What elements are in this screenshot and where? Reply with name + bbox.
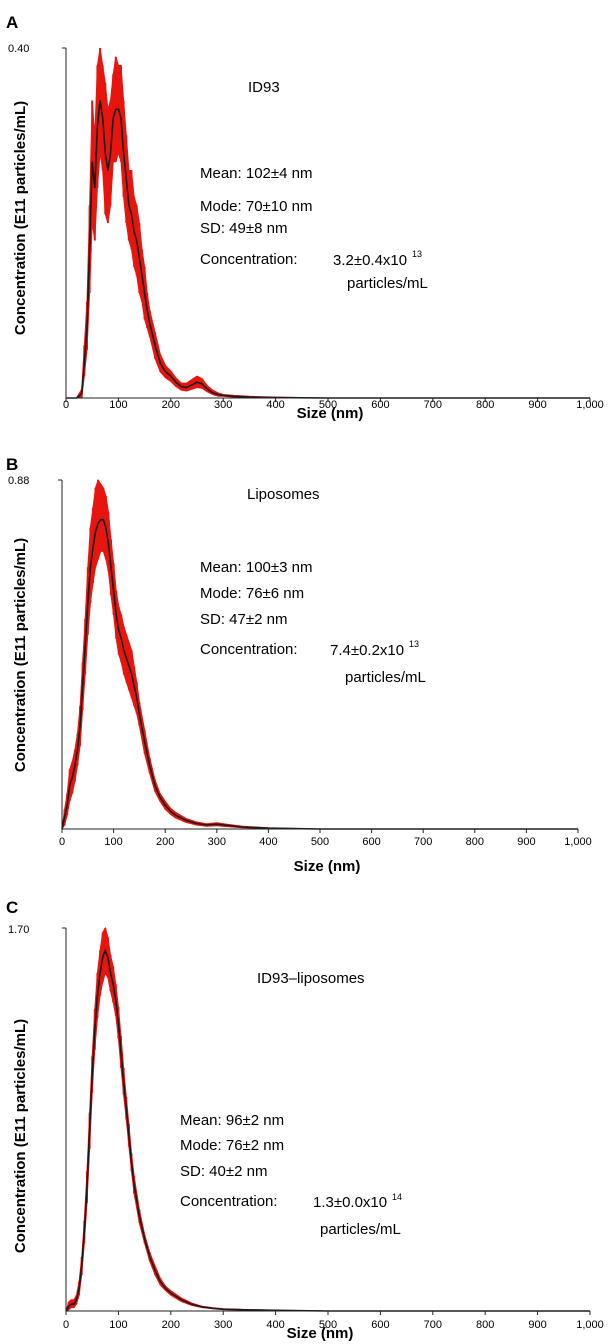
panel-c-mode: Mode: 76±2 nm xyxy=(180,1137,284,1154)
panel-a-concentration-label: Concentration: xyxy=(200,251,298,268)
panel-b-y-axis-label: Concentration (E11 particles/mL) xyxy=(12,538,29,772)
panel-c-y-axis-label: Concentration (E11 particles/mL) xyxy=(12,1019,29,1253)
panel-a-x-tick-labels: 0 100 200 300 400 500 600 700 800 900 1,000 xyxy=(63,399,604,411)
panel-c-concentration-value: 1.3±0.0x10 xyxy=(313,1194,387,1211)
panel-b-x-tick-labels: 0 100 200 300 400 500 600 700 800 900 1,000 xyxy=(59,836,592,848)
panel-b-x-tick-label: 600 xyxy=(362,836,380,848)
panel-b: B 0.88 Concentration (E11 particles/mL) … xyxy=(6,455,592,875)
panel-c-stats: Mean: 96±2 nm Mode: 76±2 nm SD: 40±2 nm … xyxy=(180,1112,402,1238)
panel-b-concentration-label: Concentration: xyxy=(200,641,298,658)
panel-c-x-tick-label: 700 xyxy=(424,1319,442,1331)
panel-a-concentration-unit: particles/mL xyxy=(347,275,428,292)
panel-c-plot-area xyxy=(62,926,591,1315)
panel-b-sample-name: Liposomes xyxy=(247,486,320,503)
panel-a-x-tick-label: 600 xyxy=(371,399,389,411)
panel-b-concentration-exponent: 13 xyxy=(409,639,419,649)
panel-a-concentration-value: 3.2±0.4x10 xyxy=(333,252,407,269)
panel-a-error-band xyxy=(66,47,590,399)
panel-b-mean: Mean: 100±3 nm xyxy=(200,559,312,576)
panel-c-letter: C xyxy=(6,898,18,917)
panel-a-ymax-label: 0.40 xyxy=(8,43,29,55)
panel-b-x-tick-label: 400 xyxy=(259,836,277,848)
panel-c-concentration-label: Concentration: xyxy=(180,1193,278,1210)
panel-a-x-tick-label: 0 xyxy=(63,399,69,411)
panel-b-x-tick-label: 700 xyxy=(414,836,432,848)
panel-c-sd: SD: 40±2 nm xyxy=(180,1163,267,1180)
panel-a-sample-name: ID93 xyxy=(248,79,280,96)
panel-a-stats: Mean: 102±4 nm Mode: 70±10 nm SD: 49±8 n… xyxy=(200,165,428,292)
panel-c-x-tick-label: 500 xyxy=(319,1319,337,1331)
panel-b-stats: Mean: 100±3 nm Mode: 76±6 nm SD: 47±2 nm… xyxy=(200,559,426,686)
panel-b-x-tick-label: 200 xyxy=(156,836,174,848)
panel-a-mean-line xyxy=(66,100,590,399)
panel-a-x-tick-label: 1,000 xyxy=(576,399,604,411)
panel-b-x-tick-label: 500 xyxy=(311,836,329,848)
panel-a-x-tick-label: 900 xyxy=(528,399,546,411)
panel-c-ymax-label: 1.70 xyxy=(8,924,29,936)
panel-c-x-tick-label: 900 xyxy=(528,1319,546,1331)
panel-c: C 1.70 Concentration (E11 particles/mL) … xyxy=(6,898,604,1342)
panel-a-x-tick-label: 800 xyxy=(476,399,494,411)
panel-a: A 0.40 Concentration (E11 particles/mL) … xyxy=(6,13,604,422)
panel-c-concentration-unit: particles/mL xyxy=(320,1221,401,1238)
panel-c-mean-line xyxy=(65,948,590,1312)
panel-c-x-tick-label: 1,000 xyxy=(576,1319,604,1331)
panel-b-x-tick-label: 100 xyxy=(104,836,122,848)
panel-a-sd: SD: 49±8 nm xyxy=(200,220,287,237)
panel-b-x-tick-label: 1,000 xyxy=(564,836,592,848)
panel-c-x-tick-label: 200 xyxy=(162,1319,180,1331)
panel-a-concentration-exponent: 13 xyxy=(412,249,422,259)
panel-b-error-band xyxy=(61,478,578,830)
panel-a-x-axis-label: Size (nm) xyxy=(297,405,364,422)
panel-c-x-tick-label: 100 xyxy=(109,1319,127,1331)
panel-c-x-axis-label: Size (nm) xyxy=(287,1325,354,1342)
panel-c-concentration-exponent: 14 xyxy=(392,1192,402,1202)
panel-a-x-tick-label: 400 xyxy=(266,399,284,411)
panel-a-mode: Mode: 70±10 nm xyxy=(200,198,312,215)
panel-b-x-axis-label: Size (nm) xyxy=(294,858,361,875)
panel-c-x-tick-label: 300 xyxy=(214,1319,232,1331)
panel-c-mean: Mean: 96±2 nm xyxy=(180,1112,284,1129)
panel-a-mean: Mean: 102±4 nm xyxy=(200,165,312,182)
panel-c-x-tick-label: 400 xyxy=(266,1319,284,1331)
panel-b-x-tick-label: 900 xyxy=(517,836,535,848)
panel-c-sample-name: ID93–liposomes xyxy=(257,970,365,987)
panel-a-letter: A xyxy=(6,13,18,32)
panel-a-x-tick-label: 300 xyxy=(214,399,232,411)
panel-b-ymax-label: 0.88 xyxy=(8,475,29,487)
panel-c-x-tick-labels: 0 100 200 300 400 500 600 700 800 900 1,000 xyxy=(63,1319,604,1331)
panel-b-x-tick-label: 0 xyxy=(59,836,65,848)
panel-a-x-tick-label: 500 xyxy=(319,399,337,411)
panel-b-x-tick-label: 800 xyxy=(466,836,484,848)
panel-b-concentration-value: 7.4±0.2x10 xyxy=(330,642,404,659)
panel-a-x-tick-label: 700 xyxy=(424,399,442,411)
panel-b-concentration-unit: particles/mL xyxy=(345,669,426,686)
panel-b-mean-line xyxy=(61,518,578,830)
panel-c-x-tick-label: 600 xyxy=(371,1319,389,1331)
panel-a-x-tick-label: 200 xyxy=(162,399,180,411)
panel-c-x-tick-label: 800 xyxy=(476,1319,494,1331)
panel-a-plot-area xyxy=(62,47,591,402)
panel-a-y-axis-label: Concentration (E11 particles/mL) xyxy=(12,101,29,335)
panel-a-x-tick-label: 100 xyxy=(109,399,127,411)
panel-b-plot-area xyxy=(58,478,579,833)
panel-b-letter: B xyxy=(6,455,18,474)
panel-c-x-tick-label: 0 xyxy=(63,1319,69,1331)
panel-b-sd: SD: 47±2 nm xyxy=(200,611,287,628)
panel-b-x-tick-label: 300 xyxy=(208,836,226,848)
panel-b-mode: Mode: 76±6 nm xyxy=(200,585,304,602)
